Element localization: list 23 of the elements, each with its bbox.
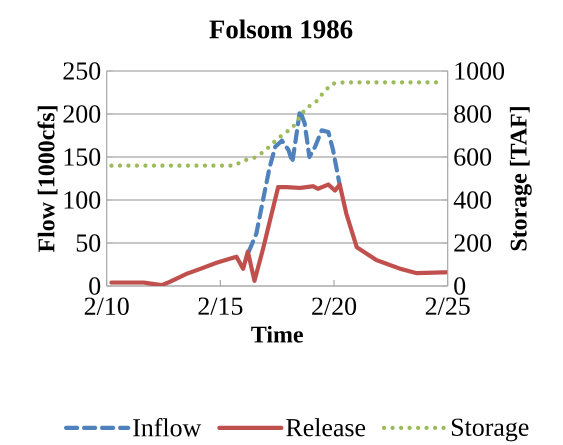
y2-tick-label: 0 (454, 277, 466, 295)
y-tick-label: 200 (63, 105, 100, 123)
y2-tick-label: 600 (454, 148, 492, 166)
y2-tick-label: 400 (454, 191, 492, 209)
x-tick-label: 2/15 (198, 298, 242, 315)
x-tick-label: 2/25 (426, 298, 470, 315)
legend-label: Storage (452, 418, 528, 442)
x-axis-title: Time (251, 326, 303, 343)
y2-tick-label: 800 (454, 105, 492, 123)
y2-tick-label: 1000 (456, 62, 504, 80)
y-tick-label: 250 (63, 62, 100, 80)
y2-tick-label: 200 (454, 234, 492, 252)
x-tick-label: 2/20 (312, 298, 356, 315)
chart-title: Folsom 1986 (209, 20, 352, 38)
y-tick-label: 100 (64, 191, 100, 209)
y-tick-label: 0 (89, 277, 100, 295)
x-tick-label: 2/10 (84, 298, 129, 315)
y2-axis-title: Storage [TAF] (510, 107, 532, 250)
y-tick-label: 50 (76, 234, 100, 252)
y-axis-title: Flow [1000cfs] (37, 106, 58, 252)
legend-label: Release (286, 418, 366, 436)
legend-label: Inflow (133, 418, 202, 437)
y-tick-label: 150 (64, 148, 100, 166)
